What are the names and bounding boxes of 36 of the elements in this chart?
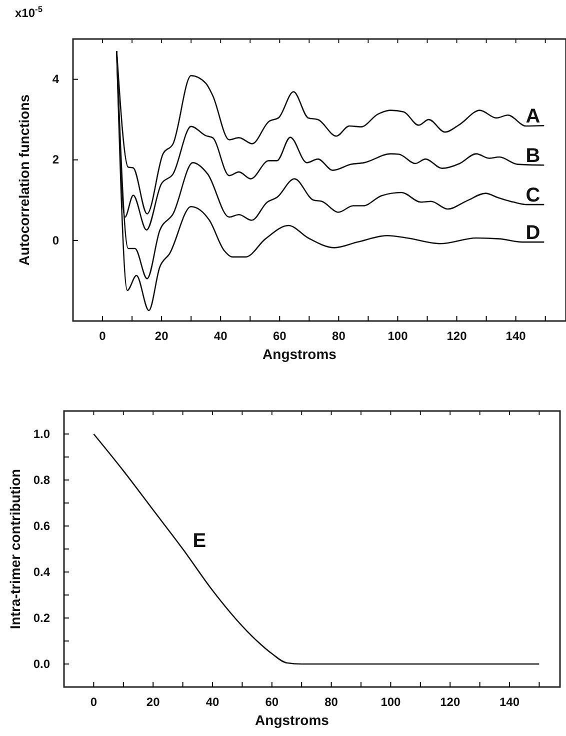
- y-tick-label: 2: [52, 152, 60, 167]
- y-tick-label: 0.6: [33, 518, 50, 533]
- y-tick-label: 4: [52, 72, 60, 86]
- x-tick-label: 80: [332, 328, 346, 343]
- text: x10$^{-5}$: [15, 4, 43, 20]
- x-tick-label: 20: [154, 328, 169, 343]
- y-axis-title: Intra-trimer contribution: [7, 468, 23, 630]
- x-tick-label: 80: [324, 694, 338, 709]
- series-label: E: [192, 530, 206, 552]
- x-tick-label: 60: [272, 328, 287, 343]
- x-tick-label: 100: [388, 328, 408, 343]
- y-axis-title: Autocorrelation functions: [16, 94, 32, 266]
- x-tick-label: 100: [380, 694, 402, 709]
- series-label: D: [526, 222, 540, 244]
- x-tick-label: 20: [146, 694, 160, 709]
- x-axis-title: Angstroms: [262, 346, 337, 362]
- x-tick-label: 140: [499, 694, 520, 709]
- line-series: [93, 433, 540, 665]
- x-tick-label: 40: [214, 328, 228, 343]
- series-label: C: [526, 184, 540, 207]
- y-tick-label: 0.0: [33, 656, 50, 671]
- x-tick-label: 40: [206, 694, 220, 709]
- x-tick-label: 120: [446, 328, 468, 343]
- x-tick-label: 120: [440, 694, 460, 709]
- x-tick-label: 0: [99, 328, 106, 343]
- x-tick-label: 60: [265, 694, 279, 709]
- series-label: B: [526, 145, 540, 168]
- series-label: A: [526, 106, 540, 128]
- y-tick-label: 0.4: [33, 564, 50, 579]
- x-tick-label: 140: [506, 328, 526, 343]
- x-axis-title: Angstroms: [255, 712, 330, 728]
- y-tick-label: 0.2: [33, 610, 50, 625]
- x-tick-label: 0: [90, 694, 98, 709]
- y-tick-label: 0.8: [33, 472, 50, 487]
- y-tick-label: 1.0: [33, 426, 50, 441]
- y-tick-label: 0: [52, 233, 60, 248]
